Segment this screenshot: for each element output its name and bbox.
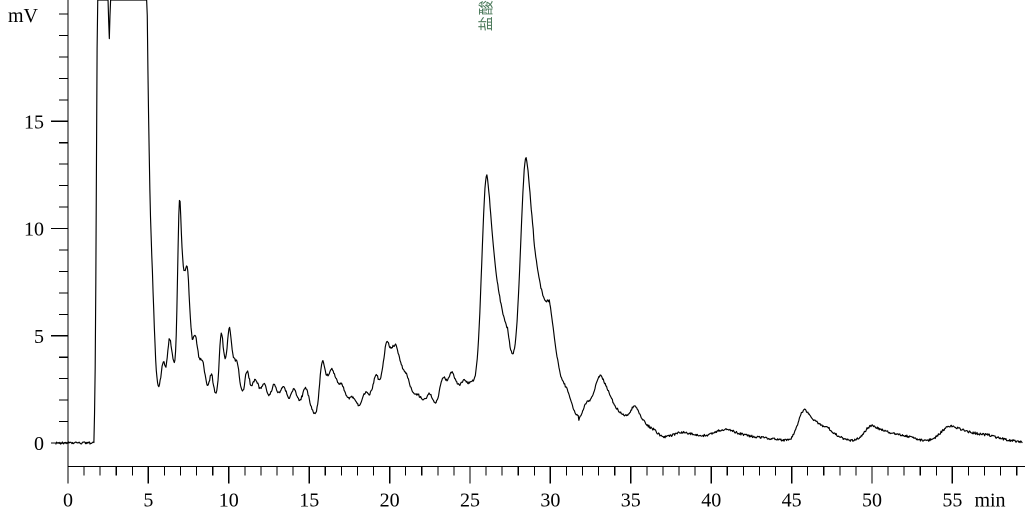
y-tick-label: 0: [34, 433, 44, 455]
y-tick-label: 5: [34, 326, 44, 348]
x-tick-label: 35: [621, 490, 641, 512]
x-tick-label: 10: [219, 490, 239, 512]
x-axis: 0 5 10 15 20 25 30 35 40 45 50 55: [63, 465, 1025, 512]
detector-signal-line: [55, 0, 1023, 445]
peak-label-annotation: 盐酸麻黄碱: [477, 0, 495, 31]
x-tick-label: 0: [63, 490, 73, 512]
x-axis-minor-ticks: [83, 466, 1018, 476]
x-tick-label: 55: [942, 490, 962, 512]
x-tick-label: 45: [782, 490, 802, 512]
chromatogram-trace: [55, 0, 1023, 445]
x-tick-label: 50: [862, 490, 882, 512]
peak-annotations: 盐酸麻黄碱: [477, 0, 495, 31]
x-axis-tick-labels: 0 5 10 15 20 25 30 35 40 45 50 55: [63, 490, 962, 512]
y-tick-label: 10: [24, 219, 44, 241]
x-tick-label: 20: [380, 490, 400, 512]
y-axis-minor-ticks: [59, 13, 68, 423]
x-axis-major-ticks: [67, 466, 954, 484]
x-axis-unit-label: min: [974, 490, 1005, 512]
x-tick-label: 30: [540, 490, 560, 512]
x-tick-label: 25: [460, 490, 480, 512]
y-tick-label: 15: [24, 111, 44, 133]
y-axis-unit-label: mV: [8, 5, 39, 27]
x-tick-label: 5: [143, 490, 153, 512]
y-axis: 0 5 10 15: [24, 0, 69, 467]
y-axis-major-ticks: [51, 120, 68, 444]
x-tick-label: 40: [701, 490, 721, 512]
y-axis-tick-labels: 0 5 10 15: [24, 111, 44, 455]
x-tick-label: 15: [299, 490, 319, 512]
